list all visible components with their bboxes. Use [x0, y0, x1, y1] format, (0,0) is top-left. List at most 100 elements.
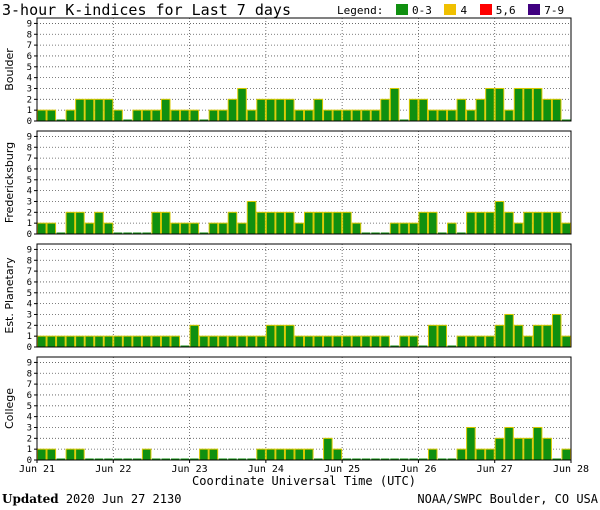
k-bar — [65, 448, 76, 461]
y-tick-label: 6 — [27, 52, 32, 62]
k-bar — [247, 458, 256, 460]
k-bar — [256, 335, 266, 348]
y-tick-label: 3 — [27, 423, 32, 433]
k-bar — [151, 109, 161, 122]
k-bar — [294, 335, 305, 348]
k-bar — [237, 458, 247, 460]
k-bar — [552, 458, 561, 460]
k-bar — [46, 448, 57, 461]
k-bar — [342, 458, 352, 460]
k-bar — [123, 458, 132, 460]
y-tick-label: 6 — [27, 391, 32, 401]
k-bar — [304, 211, 314, 235]
k-bar — [352, 458, 361, 460]
k-bar — [84, 222, 95, 235]
k-bar — [542, 98, 552, 122]
k-bar — [342, 211, 352, 235]
k-bar — [56, 458, 66, 460]
k-bar — [370, 109, 381, 122]
k-bar — [313, 335, 324, 348]
k-bar — [228, 458, 237, 460]
k-bar — [65, 109, 76, 122]
y-tick-label: 4 — [27, 413, 32, 423]
chart-title: 3-hour K-indices for Last 7 days — [2, 1, 291, 19]
k-bar — [56, 335, 66, 348]
k-bar — [142, 232, 151, 234]
k-bar — [227, 98, 238, 122]
panel-border — [36, 243, 572, 348]
k-bar — [466, 211, 476, 235]
k-bar — [123, 119, 132, 121]
k-bar — [418, 98, 428, 122]
k-bar — [199, 335, 209, 348]
panel-label-est-planetary: Est. Planetary — [3, 257, 16, 334]
k-bar — [427, 109, 438, 122]
k-bar — [542, 437, 552, 461]
k-bar — [323, 335, 333, 348]
k-bar — [218, 222, 228, 235]
k-bar — [418, 345, 428, 347]
panel-border — [36, 356, 572, 461]
k-bar — [390, 345, 399, 347]
k-bar — [390, 458, 399, 460]
k-bar — [94, 98, 104, 122]
k-bar — [380, 98, 390, 122]
k-bar — [380, 232, 390, 234]
y-tick-label: 7 — [27, 267, 32, 277]
k-bar — [265, 324, 276, 348]
k-bar — [551, 211, 562, 235]
k-bar — [199, 119, 209, 121]
y-tick-label: 5 — [27, 63, 32, 73]
k-bar — [408, 222, 419, 235]
k-bar — [151, 335, 161, 348]
y-tick-label: 8 — [27, 30, 32, 40]
y-tick-label: 9 — [27, 245, 32, 255]
k-bar — [56, 232, 66, 234]
k-bar — [275, 448, 285, 461]
y-tick-label: 1 — [27, 106, 32, 116]
legend: Legend: 0-3 4 5,6 7-9 — [337, 4, 564, 18]
panel-frame-college — [36, 356, 572, 461]
k-bar — [466, 426, 476, 461]
k-bar — [523, 335, 533, 348]
k-bar — [361, 109, 371, 122]
k-bar — [132, 109, 142, 122]
k-bar — [494, 437, 505, 461]
k-bar — [551, 313, 562, 348]
k-bar — [94, 458, 104, 460]
k-bar — [294, 109, 305, 122]
legend-item-7-9: 7-9 — [528, 4, 564, 18]
k-bar — [170, 335, 181, 348]
panel-border — [36, 130, 572, 235]
k-bar — [513, 222, 524, 235]
y-tick-label: 0 — [27, 230, 32, 240]
panel-label-boulder: Boulder — [3, 48, 16, 91]
k-bar — [104, 458, 113, 460]
k-bar — [141, 109, 152, 122]
k-bar — [161, 458, 170, 460]
k-bar — [323, 109, 333, 122]
k-bar — [494, 87, 505, 122]
y-tick-label: 4 — [27, 187, 32, 197]
k-bar — [208, 222, 219, 235]
k-bar — [323, 437, 333, 461]
k-bar — [65, 211, 76, 235]
k-bar — [438, 458, 447, 460]
k-bar — [456, 448, 467, 461]
panel-border — [36, 17, 572, 122]
k-bar — [189, 109, 200, 122]
k-bar — [457, 232, 466, 234]
k-bar — [132, 232, 142, 234]
k-bar — [65, 335, 76, 348]
x-tick-label: Jun 26 — [400, 464, 436, 475]
k-bar — [75, 211, 85, 235]
k-bar — [141, 335, 152, 348]
k-bar — [513, 87, 524, 122]
k-bar — [75, 335, 85, 348]
k-bar — [227, 335, 238, 348]
k-bar — [180, 222, 190, 235]
k-bar — [199, 448, 209, 461]
k-bar — [523, 87, 533, 122]
k-bar — [408, 98, 419, 122]
k-bar — [475, 335, 486, 348]
